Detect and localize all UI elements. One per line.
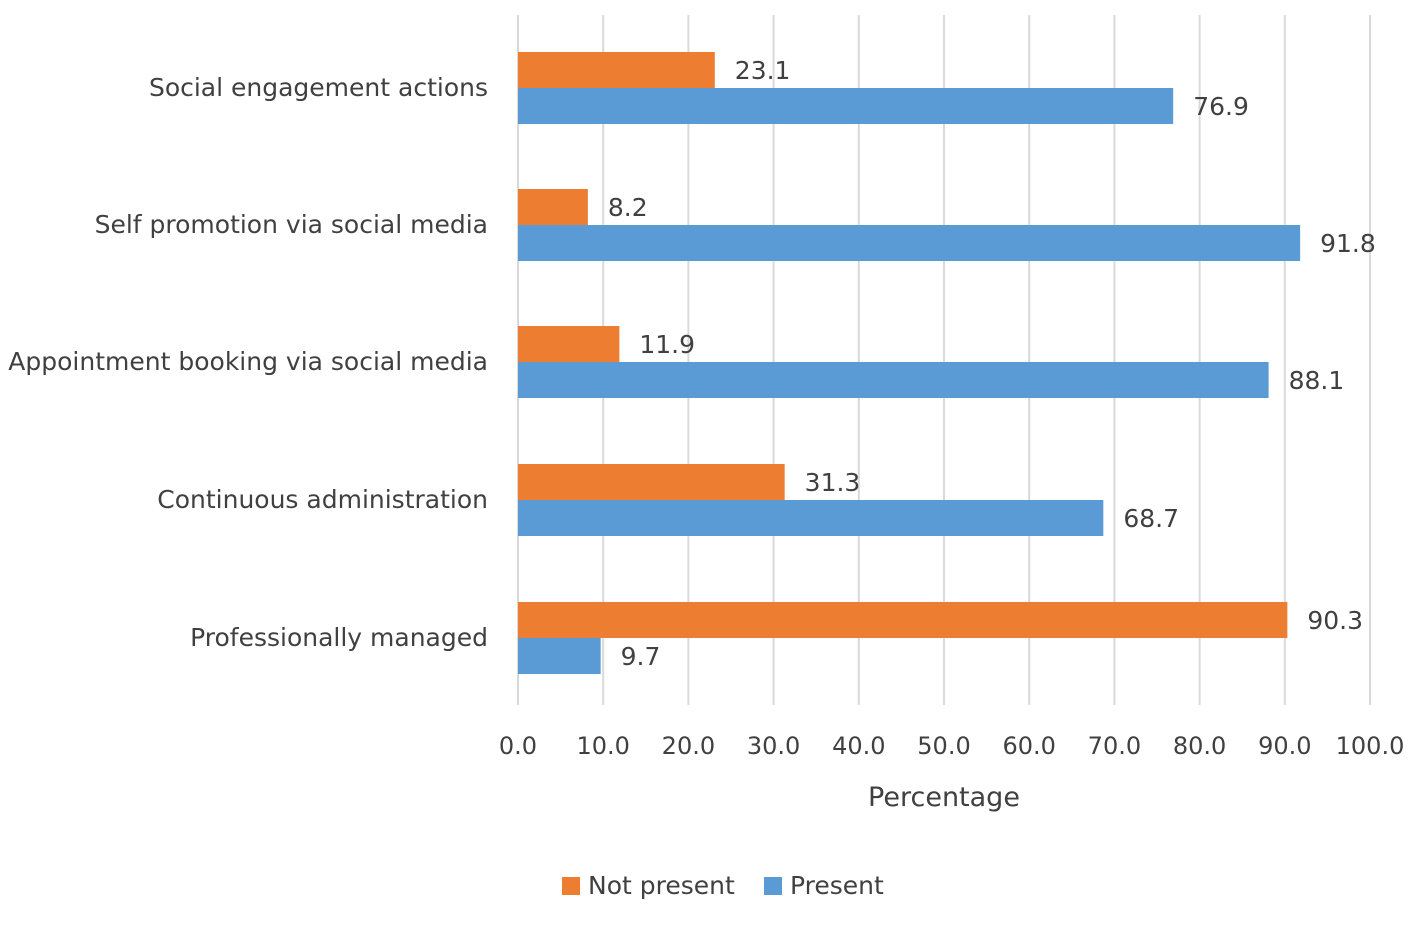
category-labels: Social engagement actions Self promotion …	[8, 73, 488, 652]
bar-present	[518, 362, 1269, 398]
x-tick-label: 70.0	[1088, 732, 1141, 760]
bar-not-present	[518, 189, 588, 225]
x-tick-label: 10.0	[576, 732, 629, 760]
data-label: 88.1	[1289, 366, 1345, 395]
gridlines	[517, 15, 1371, 705]
legend: Not present Present	[562, 871, 884, 900]
bar-not-present	[518, 464, 785, 500]
x-axis-title: Percentage	[868, 782, 1020, 813]
x-tick-label: 30.0	[747, 732, 800, 760]
data-label: 90.3	[1307, 606, 1363, 635]
x-tick-labels: 0.0 10.0 20.0 30.0 40.0 50.0 60.0 70.0 80.0 90.0 1…	[499, 732, 1404, 760]
x-tick-label: 90.0	[1258, 732, 1311, 760]
legend-label: Present	[790, 871, 884, 900]
data-label: 31.3	[805, 468, 861, 497]
category-label: Continuous administration	[157, 485, 488, 514]
bar-not-present	[518, 52, 715, 88]
x-tick-label: 20.0	[662, 732, 715, 760]
bars	[518, 52, 1301, 674]
x-tick-label: 100.0	[1336, 732, 1405, 760]
category-label: Social engagement actions	[149, 73, 488, 102]
bar-present	[518, 225, 1301, 261]
data-label: 9.7	[621, 642, 661, 671]
data-label: 68.7	[1123, 504, 1179, 533]
x-tick-label: 40.0	[832, 732, 885, 760]
data-label: 11.9	[639, 330, 695, 359]
category-label: Self promotion via social media	[95, 210, 488, 239]
data-label: 91.8	[1320, 229, 1376, 258]
data-label: 76.9	[1193, 92, 1249, 121]
bar-present	[518, 88, 1174, 124]
bar-present	[518, 638, 601, 674]
x-tick-label: 0.0	[499, 732, 537, 760]
x-tick-label: 80.0	[1173, 732, 1226, 760]
bar-not-present	[518, 326, 620, 362]
legend-swatch	[562, 877, 580, 895]
bar-present	[518, 500, 1104, 536]
legend-swatch	[764, 877, 782, 895]
data-label: 8.2	[608, 193, 648, 222]
category-label: Appointment booking via social media	[8, 347, 488, 376]
category-label: Professionally managed	[190, 623, 488, 652]
x-tick-label: 60.0	[1002, 732, 1055, 760]
data-label: 23.1	[735, 56, 791, 85]
x-tick-label: 50.0	[917, 732, 970, 760]
legend-label: Not present	[588, 871, 735, 900]
bar-not-present	[518, 602, 1288, 638]
data-labels: 23.1 8.2 11.9 31.3 90.3 76.9 91.8 88.1 68.7 9.7	[608, 56, 1376, 671]
